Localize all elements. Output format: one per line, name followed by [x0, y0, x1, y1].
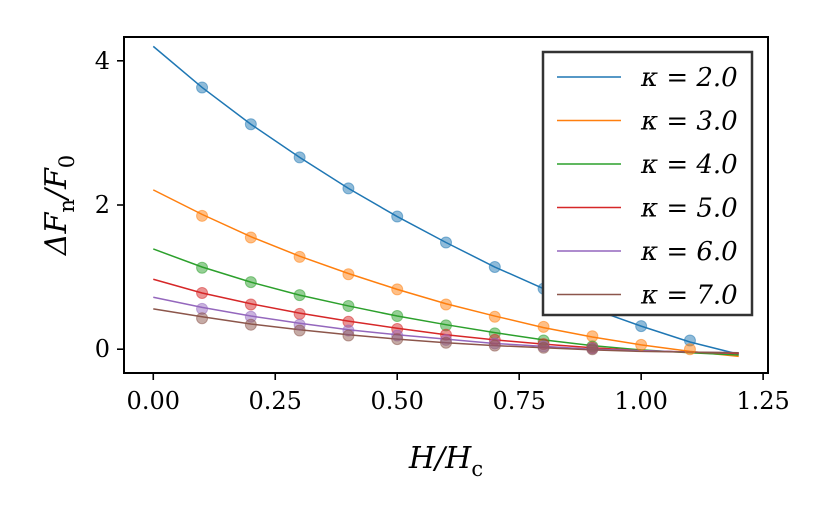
data-point-2: [342, 268, 355, 281]
legend-label: κ = 5.0: [640, 194, 738, 224]
data-point-2: [537, 320, 550, 333]
data-point-2: [488, 310, 501, 323]
legend-label: κ = 7.0: [640, 281, 738, 311]
data-point-2: [683, 343, 696, 356]
data-point-2: [293, 250, 306, 263]
data-point-3: [342, 299, 355, 312]
data-point-3: [244, 276, 257, 289]
x-tick-label: 0.25: [249, 387, 302, 415]
data-point-2: [440, 298, 452, 311]
y-tick-label: 4: [95, 47, 110, 75]
data-point-6: [342, 329, 355, 342]
data-point-2: [391, 283, 404, 296]
data-point-1: [342, 182, 355, 195]
tick-layer: 0.00 0.25 0.50 0.75 1.00 1.25 0 2 4: [95, 47, 790, 415]
data-point-2: [196, 209, 209, 222]
data-point-6: [537, 341, 550, 354]
data-point-1: [635, 320, 648, 333]
y-axis-title: ΔFn/F0: [39, 155, 79, 256]
x-tick-label: 0.75: [492, 387, 545, 415]
data-point-6: [488, 339, 501, 352]
data-point-2: [244, 231, 257, 244]
data-point-3: [196, 261, 209, 274]
data-point-6: [440, 336, 452, 349]
data-point-6: [196, 312, 209, 325]
legend-label: κ = 4.0: [640, 150, 738, 180]
x-tick-label: 1.00: [614, 387, 667, 415]
data-point-1: [391, 210, 404, 223]
data-point-6: [244, 318, 257, 331]
legend-box: [541, 50, 754, 317]
data-point-2: [635, 338, 648, 351]
data-point-3: [391, 310, 404, 323]
x-axis-title: H/Hc: [408, 441, 483, 481]
data-point-4: [244, 298, 257, 311]
data-point-1: [196, 81, 209, 94]
series-layer: [152, 45, 739, 358]
x-tick-label: 0.50: [370, 387, 423, 415]
data-point-3: [293, 289, 306, 302]
x-tick-label: 0.00: [127, 387, 180, 415]
data-point-4: [293, 307, 306, 320]
data-point-1: [244, 118, 257, 131]
y-tick-label: 0: [95, 335, 110, 363]
data-point-6: [293, 324, 306, 337]
data-point-1: [293, 151, 306, 164]
data-point-4: [196, 286, 209, 299]
legend-label: κ = 3.0: [640, 107, 738, 137]
legend-label: κ = 6.0: [640, 237, 738, 267]
legend: κ = 2.0 κ = 3.0 κ = 4.0 κ = 5.0 κ = 6.0 κ = 7…: [541, 50, 754, 317]
data-point-2: [586, 330, 599, 343]
x-tick-label: 1.25: [736, 387, 789, 415]
y-tick-label: 2: [95, 191, 110, 219]
legend-label: κ = 2.0: [640, 63, 738, 93]
data-point-1: [440, 236, 452, 249]
data-point-6: [391, 333, 404, 346]
data-point-1: [488, 261, 501, 274]
data-point-6: [586, 343, 599, 356]
